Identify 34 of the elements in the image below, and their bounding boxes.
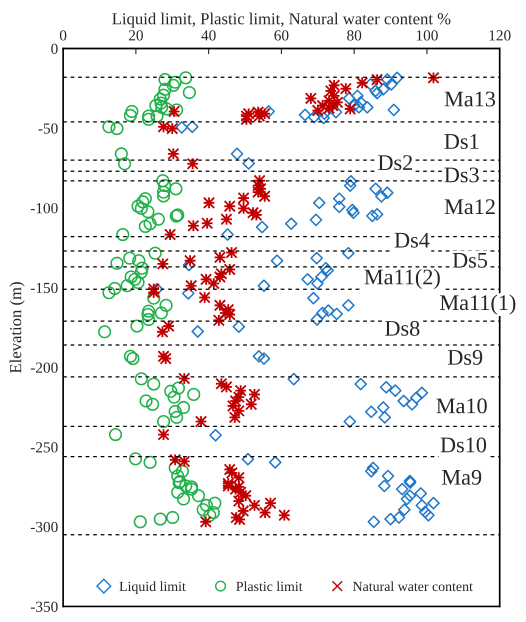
annotation: Ds10: [440, 437, 486, 452]
annotation: Ds8: [385, 320, 420, 336]
annotation: Ma12: [444, 199, 495, 214]
annotation: Ds3: [444, 167, 479, 182]
legend-label: Natural water content: [352, 581, 473, 592]
x-tick-label: 120: [490, 30, 511, 41]
x-axis-title: Liquid limit, Plastic limit, Natural water content %: [112, 12, 450, 28]
x-tick-label: 100: [416, 30, 438, 41]
y-tick-label: -200: [30, 362, 58, 373]
x-tick-label: 80: [347, 30, 362, 41]
legend-label: Liquid limit: [119, 581, 186, 594]
y-tick-label: -50: [38, 123, 58, 134]
x-tick-label: 0: [60, 30, 66, 41]
annotation: Ds9: [448, 350, 482, 365]
annotation: Ma11(1): [440, 294, 516, 315]
y-tick-label: -250: [30, 442, 58, 452]
x-tick-label: 40: [201, 30, 216, 41]
annotation: Ma13: [444, 92, 496, 107]
y-tick-label: -100: [30, 203, 58, 214]
annotation: Ds1: [444, 134, 478, 149]
annotation: Ma10: [436, 398, 487, 414]
x-tick-label: 60: [274, 30, 288, 41]
legend-label: Plastic limit: [236, 581, 302, 592]
x-tick-label: 20: [128, 30, 143, 41]
y-tick-label: 0: [51, 44, 58, 54]
annotation: Ds2: [378, 155, 412, 170]
y-tick-label: -150: [30, 282, 58, 294]
y-tick-label: -300: [30, 522, 58, 532]
y-tick-label: -350: [30, 602, 58, 612]
annotation: Ds5: [452, 252, 488, 268]
annotation: Ma11(2): [364, 268, 440, 290]
y-axis-title: Elevation (m): [10, 282, 25, 374]
annotation: Ds4: [394, 232, 430, 248]
annotation: Ma9: [442, 470, 482, 485]
